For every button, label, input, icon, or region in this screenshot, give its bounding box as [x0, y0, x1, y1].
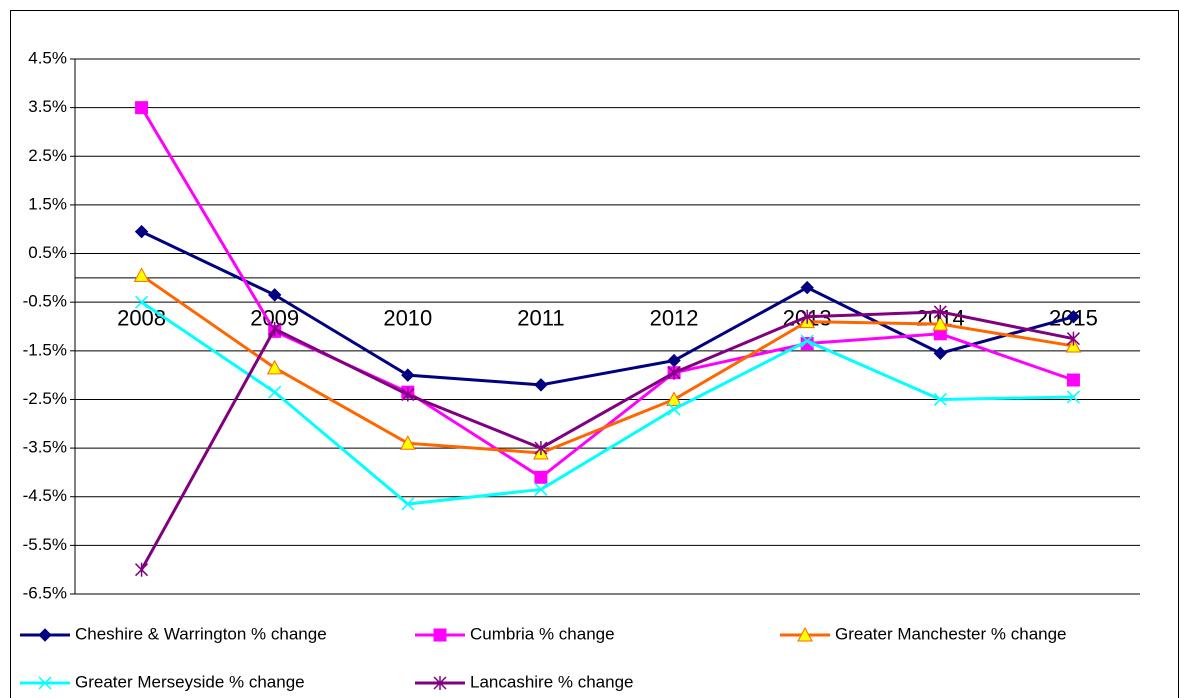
marker — [267, 288, 282, 302]
marker — [800, 280, 814, 295]
y-tick-label: -6.5% — [23, 583, 67, 602]
marker — [1066, 373, 1080, 387]
marker — [534, 441, 548, 456]
marker — [933, 392, 947, 406]
marker — [433, 676, 447, 690]
legend-label: Cumbria % change — [470, 624, 615, 643]
legend-label: Greater Manchester % change — [835, 624, 1067, 643]
y-tick-label: -4.5% — [23, 486, 67, 505]
marker — [534, 470, 548, 484]
marker — [534, 482, 548, 496]
y-tick-label: -5.5% — [23, 535, 67, 554]
series-line — [140, 274, 1074, 455]
marker — [797, 626, 813, 642]
marker — [38, 628, 52, 642]
marker — [667, 402, 681, 416]
x-tick-label: 2012 — [650, 306, 699, 331]
y-tick-label: -3.5% — [23, 438, 67, 457]
series-line — [140, 230, 1074, 387]
y-tick-label: -1.5% — [23, 340, 67, 359]
marker — [433, 628, 447, 642]
marker — [933, 304, 947, 319]
y-tick-label: 3.5% — [28, 97, 67, 116]
marker — [268, 385, 282, 399]
marker — [534, 378, 548, 392]
x-tick-label: 2010 — [383, 306, 432, 331]
marker — [135, 295, 149, 309]
marker — [1066, 390, 1080, 404]
marker — [800, 334, 814, 348]
legend-label: Lancashire % change — [470, 672, 634, 691]
marker — [401, 387, 415, 402]
marker — [1066, 331, 1080, 346]
marker — [38, 676, 52, 690]
marker — [932, 316, 949, 331]
marker — [134, 224, 149, 239]
marker — [800, 309, 814, 324]
y-tick-label: 2.5% — [28, 146, 67, 165]
series-line — [140, 310, 1074, 571]
marker — [933, 346, 948, 360]
marker — [399, 435, 416, 450]
marker — [266, 359, 283, 375]
legend-label: Cheshire & Warrington % change — [75, 624, 327, 643]
x-tick-label: 2011 — [517, 306, 564, 331]
y-tick-label: 0.5% — [28, 243, 67, 262]
marker — [1066, 310, 1081, 324]
legend-label: Greater Merseyside % change — [75, 672, 305, 691]
marker — [135, 101, 149, 115]
x-tick-label: 2008 — [117, 306, 166, 331]
marker — [401, 497, 415, 511]
marker — [268, 321, 282, 336]
chart-border — [10, 10, 1179, 698]
marker — [133, 267, 150, 282]
y-tick-label: 1.5% — [28, 194, 67, 213]
marker — [666, 391, 682, 406]
marker — [667, 365, 681, 380]
series-line — [140, 300, 1074, 506]
marker — [135, 562, 149, 577]
y-tick-label: -0.5% — [23, 292, 67, 311]
marker — [401, 368, 415, 382]
y-tick-label: 4.5% — [28, 48, 67, 67]
y-tick-label: -2.5% — [23, 389, 67, 408]
